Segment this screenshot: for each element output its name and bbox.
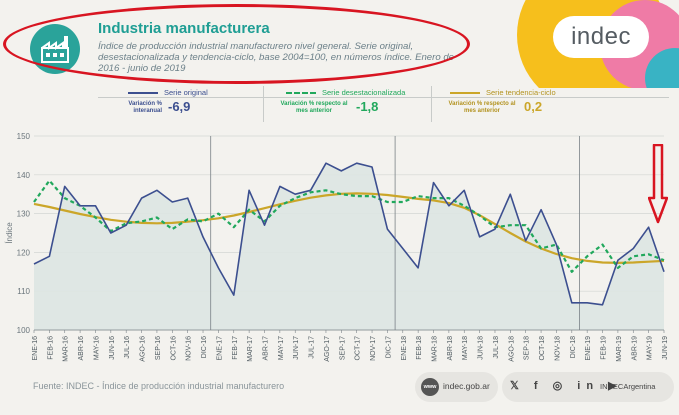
x-tick-label: ENE-17 [216, 336, 223, 361]
indec-brand-block: indec [495, 0, 679, 88]
y-tick-label: 110 [17, 287, 30, 296]
x-tick-label: ABR-17 [262, 336, 269, 361]
x-tick-label: JUL-18 [493, 336, 500, 359]
legend-variation-label: Variación % respecto al mes anterior [448, 101, 516, 114]
line-chart: 100 110 120 130 140 150 Índice ENE-16 FEB-16 MAR-… [5, 132, 669, 362]
legend-variation-value: 0,2 [524, 99, 543, 114]
x-tick-label: ENE-19 [585, 336, 592, 361]
source-note: Fuente: INDEC - Índice de producción ind… [33, 381, 285, 391]
y-tick-label: 120 [17, 248, 31, 257]
legend-variation-label: Variación % interanual [128, 101, 162, 114]
legend-header: Serie desestacionalizada [264, 88, 431, 98]
legend-original: Serie original Variación % interanual -6… [98, 86, 264, 122]
x-tick-label: NOV-18 [554, 336, 561, 361]
x-tick-label: DIC-16 [201, 336, 208, 358]
legend-trend: Serie tendencia-ciclo Variación % respec… [432, 86, 669, 122]
social-links[interactable]: 𝕏 f ◎ in ▶ INDECArgentina [502, 372, 674, 402]
x-tick-label: DIC-17 [385, 336, 392, 358]
x-tick-label: NOV-16 [186, 336, 193, 361]
y-tick-label: 140 [17, 171, 31, 180]
x-tick-label: SEP-18 [524, 336, 531, 360]
x-tick-label: MAY-16 [93, 336, 100, 360]
legend-variation-value: -6,9 [168, 99, 191, 114]
legend-seasonal: Serie desestacionalizada Variación % res… [264, 86, 432, 122]
x-tick-label: MAR-16 [63, 336, 70, 362]
x-tick-label: MAR-17 [247, 336, 254, 362]
x-tick-label: JUL-17 [309, 336, 316, 359]
x-tick-label: FEB-17 [232, 336, 239, 360]
social-handle: INDECArgentina [600, 382, 656, 391]
down-arrow-annotation [648, 144, 668, 224]
x-tick-label: ENE-16 [32, 336, 39, 361]
series-area-fill [34, 163, 664, 330]
x-tick-label: JUN-18 [478, 336, 485, 360]
x-tick-label: DIC-18 [570, 336, 577, 358]
x-tick-label: AGO-18 [508, 336, 515, 362]
series-original-line [33, 162, 665, 306]
globe-icon: www [421, 378, 439, 396]
legend-variation-label: Variación % respecto al mes anterior [280, 101, 348, 114]
y-tick-label: 100 [17, 326, 31, 335]
x-tick-label: OCT-17 [355, 336, 362, 361]
x-tick-label: ABR-16 [78, 336, 85, 361]
social-icons: 𝕏 f ◎ in ▶ [510, 380, 623, 392]
indec-logo: indec [553, 16, 649, 58]
x-tick-label: JUN-17 [293, 336, 300, 360]
x-tick-label: SEP-16 [155, 336, 162, 360]
x-tick-label: OCT-16 [170, 336, 177, 361]
x-tick-label: OCT-18 [539, 336, 546, 361]
x-tick-label: ABR-18 [447, 336, 454, 361]
legend-variation-value: -1,8 [356, 99, 379, 114]
x-tick-label: MAY-17 [278, 336, 285, 360]
x-tick-label: JUN-19 [662, 336, 669, 360]
x-tick-label: MAR-18 [432, 336, 439, 362]
highlight-ellipse-annotation [3, 4, 470, 84]
website-text: indec.gob.ar [443, 381, 490, 391]
legend-header: Serie original [98, 88, 263, 98]
x-tick-label: MAY-19 [647, 336, 654, 360]
x-tick-label: JUL-16 [124, 336, 131, 359]
x-tick-label: AGO-17 [324, 336, 331, 362]
y-axis-label: Índice [5, 222, 14, 244]
legend-swatch-seasonal [286, 92, 316, 94]
x-tick-label: SEP-17 [339, 336, 346, 360]
series-seasonal-line [33, 179, 665, 273]
legend-name: Serie original [164, 88, 208, 97]
website-link[interactable]: www indec.gob.ar [415, 372, 498, 402]
y-tick-label: 130 [17, 210, 31, 219]
legend-name: Serie desestacionalizada [322, 88, 406, 97]
legend-name: Serie tendencia-ciclo [486, 88, 556, 97]
x-tick-label: MAY-18 [462, 336, 469, 360]
x-tick-label: MAR-19 [616, 336, 623, 362]
legend: Serie original Variación % interanual -6… [98, 86, 669, 122]
x-tick-label: FEB-18 [416, 336, 423, 360]
legend-swatch-trend [450, 92, 480, 94]
x-tick-label: NOV-17 [370, 336, 377, 361]
x-tick-label: ABR-19 [631, 336, 638, 361]
x-tick-label: AGO-16 [140, 336, 147, 362]
x-tick-label: ENE-18 [401, 336, 408, 361]
y-tick-label: 150 [17, 132, 31, 141]
legend-swatch-original [128, 92, 158, 94]
x-tick-label: JUN-16 [109, 336, 116, 360]
legend-header: Serie tendencia-ciclo [432, 88, 669, 98]
x-tick-label: FEB-19 [601, 336, 608, 360]
x-tick-label: FEB-16 [47, 336, 54, 360]
